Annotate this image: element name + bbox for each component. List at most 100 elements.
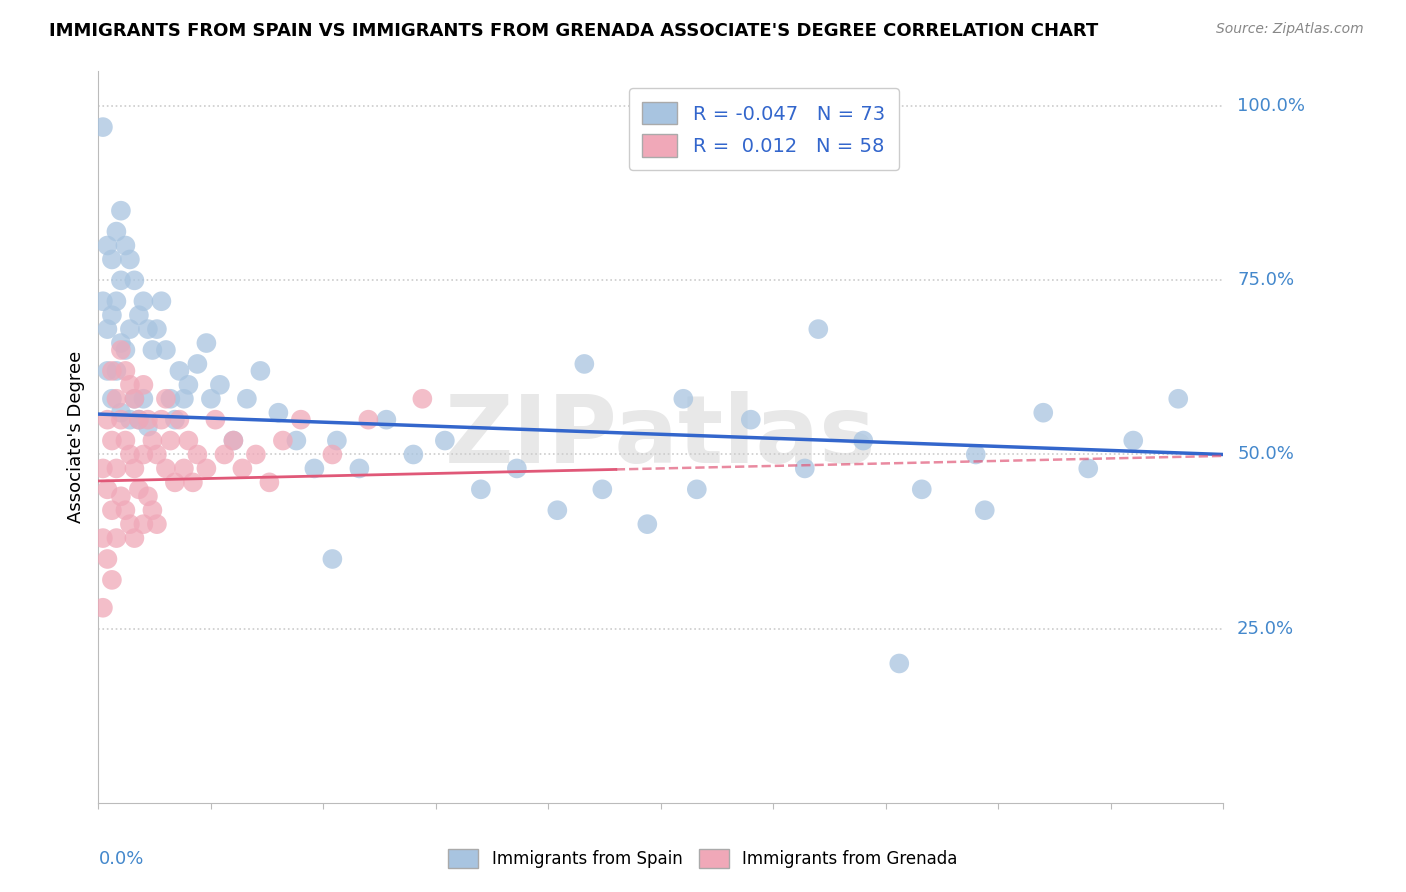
Point (132, 294, 155, 309)
Text: 50.0%: 50.0% (1237, 445, 1294, 464)
Point (136, 489, 159, 503)
Point (132, 377, 155, 392)
Point (91, 461, 114, 475)
Point (672, 392, 695, 406)
Point (110, 336, 132, 351)
Point (101, 392, 124, 406)
Point (204, 412, 226, 426)
Point (159, 392, 181, 406)
Point (177, 434, 200, 448)
Point (101, 252, 124, 267)
Point (177, 377, 200, 392)
Point (200, 392, 222, 406)
Point (110, 343, 132, 357)
Point (470, 483, 492, 497)
Point (128, 308, 150, 322)
Point (128, 483, 150, 497)
Point (150, 412, 173, 426)
Point (101, 573, 124, 587)
Point (208, 377, 231, 392)
Y-axis label: Associate's Degree: Associate's Degree (66, 351, 84, 524)
Point (110, 489, 132, 503)
Legend: R = -0.047   N = 73, R =  0.012   N = 58: R = -0.047 N = 73, R = 0.012 N = 58 (628, 88, 898, 170)
Point (96, 238, 118, 252)
Point (245, 448, 267, 462)
Point (973, 503, 995, 517)
Point (546, 503, 568, 517)
Point (114, 364, 136, 378)
Point (807, 322, 830, 336)
Point (96, 412, 118, 426)
Point (236, 392, 259, 406)
Point (114, 503, 136, 517)
Point (124, 392, 146, 406)
Point (96, 322, 118, 336)
Point (163, 412, 186, 426)
Point (146, 517, 169, 532)
Point (118, 517, 141, 532)
Point (852, 434, 875, 448)
Point (169, 412, 191, 426)
Point (214, 448, 236, 462)
Point (110, 406, 132, 420)
Point (136, 322, 159, 336)
Point (222, 434, 245, 448)
Point (402, 448, 425, 462)
Point (110, 203, 132, 218)
Text: 25.0%: 25.0% (1237, 620, 1295, 638)
Point (222, 434, 245, 448)
Point (793, 461, 815, 475)
Point (169, 364, 191, 378)
Point (96, 364, 118, 378)
Point (375, 412, 398, 426)
Point (267, 406, 290, 420)
Point (118, 252, 141, 267)
Point (574, 357, 596, 371)
Text: 0.0%: 0.0% (98, 850, 143, 868)
Point (141, 343, 163, 357)
Point (304, 461, 326, 475)
Point (91, 294, 114, 309)
Point (159, 434, 181, 448)
Point (110, 273, 132, 287)
Point (124, 273, 146, 287)
Point (132, 392, 155, 406)
Point (740, 412, 762, 426)
Point (114, 238, 136, 252)
Point (150, 294, 173, 309)
Point (132, 517, 155, 532)
Point (91, 120, 114, 134)
Text: Source: ZipAtlas.com: Source: ZipAtlas.com (1216, 22, 1364, 37)
Point (146, 448, 169, 462)
Point (271, 434, 294, 448)
Point (155, 461, 177, 475)
Point (965, 448, 987, 462)
Point (124, 392, 146, 406)
Point (163, 475, 186, 490)
Point (1167, 392, 1189, 406)
Point (231, 461, 253, 475)
Point (321, 448, 343, 462)
Point (118, 377, 141, 392)
Point (911, 483, 934, 497)
Point (1122, 434, 1144, 448)
Point (326, 434, 349, 448)
Point (136, 412, 159, 426)
Point (96, 552, 118, 566)
Point (124, 531, 146, 545)
Point (110, 412, 132, 426)
Point (124, 461, 146, 475)
Point (96, 483, 118, 497)
Point (136, 419, 159, 434)
Point (101, 308, 124, 322)
Point (195, 336, 218, 351)
Point (357, 412, 380, 426)
Point (101, 503, 124, 517)
Point (105, 392, 128, 406)
Point (146, 322, 169, 336)
Text: 75.0%: 75.0% (1237, 271, 1295, 289)
Point (105, 364, 128, 378)
Point (433, 434, 456, 448)
Point (1032, 406, 1054, 420)
Point (321, 552, 343, 566)
